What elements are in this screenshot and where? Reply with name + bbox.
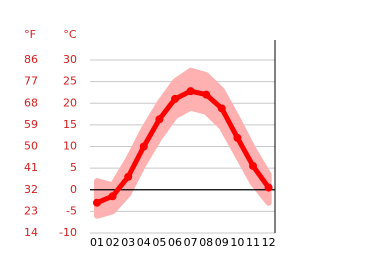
x-tick-label: 03	[121, 236, 135, 249]
y2-tick-label: 77	[24, 75, 38, 88]
y2-tick-label: 14	[24, 226, 38, 239]
x-tick-label: 06	[168, 236, 182, 249]
y-tick-label: 20	[63, 96, 77, 109]
data-point	[93, 198, 101, 207]
x-tick-label: 10	[230, 236, 244, 249]
x-tick-label: 07	[184, 236, 198, 249]
data-point	[139, 142, 148, 151]
y-tick-label: 30	[63, 53, 77, 66]
y-tick-label: 10	[63, 140, 77, 153]
y2-tick-label: 68	[24, 96, 38, 109]
data-point	[202, 90, 211, 99]
y-axis-label: °C	[63, 28, 77, 41]
data-point	[186, 87, 195, 96]
x-tick-label: 08	[199, 236, 213, 249]
y2-tick-label: 32	[24, 183, 38, 196]
y2-axis-label: °F	[24, 28, 36, 41]
data-point	[264, 183, 273, 192]
x-tick-label: 02	[106, 236, 120, 249]
x-tick-label: 09	[215, 236, 229, 249]
y-tick-label: -10	[59, 226, 77, 239]
y2-tick-label: 23	[24, 204, 38, 217]
data-point	[171, 94, 179, 103]
y-tick-label: 5	[70, 161, 77, 174]
x-tick-label: 12	[262, 236, 276, 249]
data-point	[108, 192, 117, 201]
x-tick-label: 01	[90, 236, 104, 249]
y2-tick-label: 59	[24, 118, 38, 131]
range-band	[94, 67, 272, 219]
data-point	[155, 115, 164, 124]
data-point	[249, 161, 257, 170]
y2-tick-label: 50	[24, 140, 38, 153]
x-tick-label: 05	[152, 236, 166, 249]
x-tick-label: 11	[246, 236, 260, 249]
y2-tick-label: 41	[24, 161, 38, 174]
y2-tick-label: 86	[24, 53, 38, 66]
temperature-line	[94, 88, 272, 206]
data-point	[233, 133, 242, 142]
y-tick-label: -5	[66, 204, 77, 217]
data-point	[217, 104, 226, 113]
y-tick-label: 25	[63, 75, 77, 88]
x-tick-label: 04	[137, 236, 151, 249]
y-tick-label: 0	[70, 183, 77, 196]
y-tick-label: 15	[63, 118, 77, 131]
data-point	[124, 172, 133, 181]
